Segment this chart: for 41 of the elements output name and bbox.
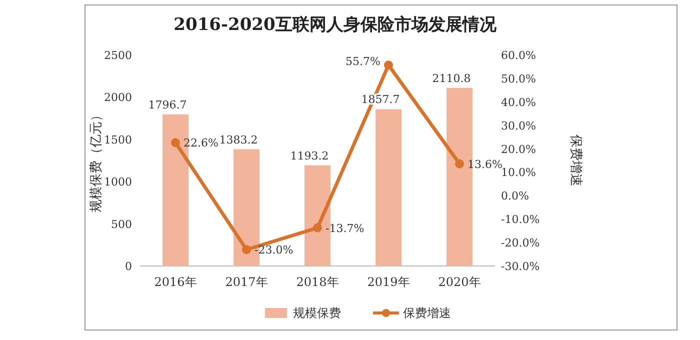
chart-title: 2016-2020互联网人身保险市场发展情况 xyxy=(174,15,498,35)
y-tick-label: 2500 xyxy=(104,49,132,62)
x-tick-label: 2019年 xyxy=(367,275,410,289)
data-label: 2110.8 xyxy=(432,72,471,85)
point xyxy=(384,60,393,70)
data-label: 1193.2 xyxy=(290,149,329,162)
point xyxy=(171,138,180,148)
y-tick-label: 0 xyxy=(125,260,132,273)
x-tick-label: 2017年 xyxy=(225,275,268,289)
legend-label: 保费增速 xyxy=(403,306,451,320)
point xyxy=(242,245,251,254)
data-label: 13.6% xyxy=(468,158,502,171)
data-label: -23.0% xyxy=(254,244,294,257)
y-tick-label: 1000 xyxy=(104,176,132,189)
x-tick-label: 2020年 xyxy=(438,275,481,289)
y-axis-title: 规模保费（亿元） xyxy=(89,108,104,212)
y2-tick-label: 60.0% xyxy=(501,49,536,62)
data-label: -13.7% xyxy=(326,222,364,235)
y-tick-label: 1500 xyxy=(104,133,132,146)
y-tick-label: 2000 xyxy=(104,91,132,104)
point xyxy=(313,223,322,232)
y-tick-label: 500 xyxy=(111,218,132,231)
y2-tick-label: 10.0% xyxy=(501,166,536,180)
point xyxy=(455,159,464,168)
y2-axis-title: 保费增速 xyxy=(568,134,583,186)
y2-tick-label: 0.0% xyxy=(501,190,529,203)
x-tick-label: 2018年 xyxy=(296,275,339,289)
data-label: 55.7% xyxy=(346,55,380,68)
bar xyxy=(376,109,402,266)
y2-tick-label: -10.0% xyxy=(501,213,540,226)
data-label: 1383.2 xyxy=(219,133,258,146)
y2-tick-label: 50.0% xyxy=(501,72,536,86)
y2-tick-label: -20.0% xyxy=(501,236,540,250)
x-tick-label: 2016年 xyxy=(154,275,197,289)
y2-tick-label: 30.0% xyxy=(501,119,536,132)
legend-label: 规模保费 xyxy=(293,306,341,320)
y2-tick-label: 20.0% xyxy=(501,142,536,156)
y2-tick-label: 40.0% xyxy=(501,96,536,109)
y2-tick-label: -30.0% xyxy=(501,260,540,273)
data-label: 1796.7 xyxy=(148,98,187,112)
data-label: 22.6% xyxy=(184,136,218,150)
